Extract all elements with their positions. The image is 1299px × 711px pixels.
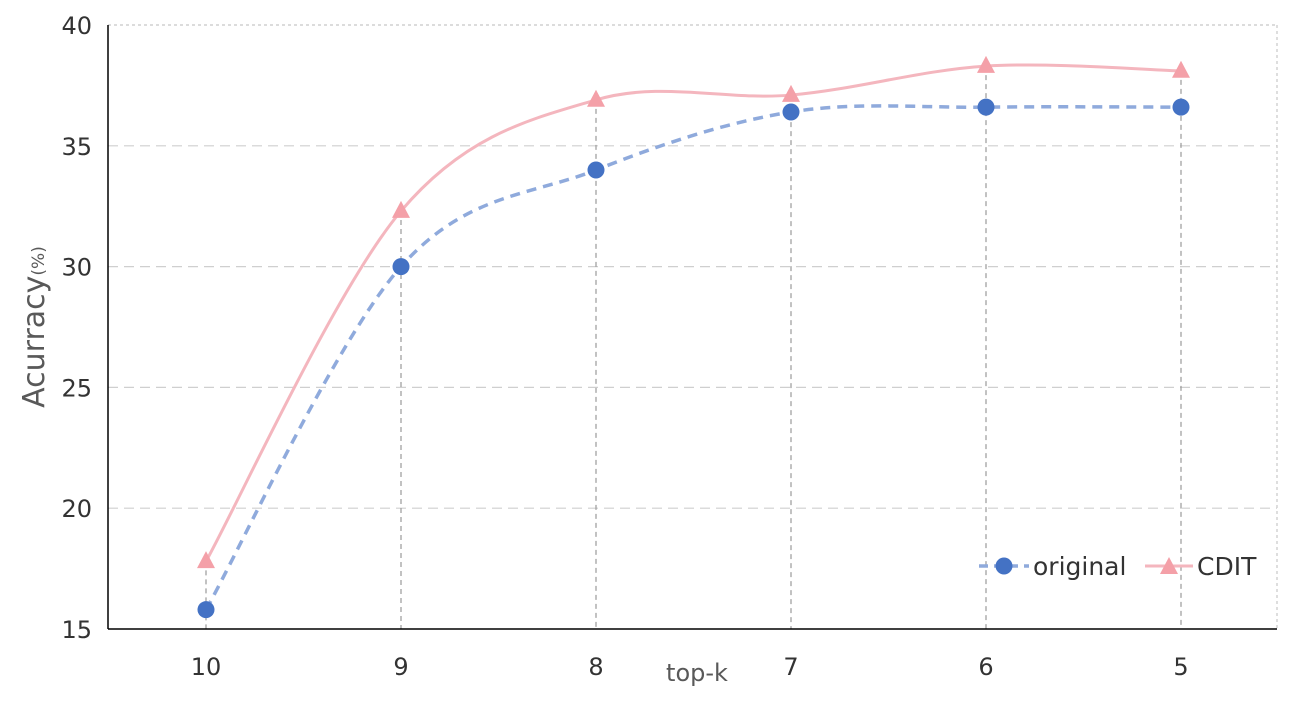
x-tick-label: 6 bbox=[978, 653, 993, 681]
series bbox=[197, 55, 1190, 619]
y-tick-label: 40 bbox=[61, 12, 92, 40]
legend-cdit-label: CDIT bbox=[1197, 552, 1257, 581]
legend-item-cdit: CDIT bbox=[1145, 552, 1257, 581]
legend-original-label: original bbox=[1033, 552, 1126, 581]
series-line-original bbox=[204, 104, 1182, 611]
x-tick-label: 9 bbox=[393, 653, 408, 681]
x-tick-label: 7 bbox=[783, 653, 798, 681]
y-tick-label: 20 bbox=[61, 495, 92, 523]
legend: original CDIT bbox=[979, 552, 1257, 581]
legend-item-original: original bbox=[979, 552, 1126, 581]
data-point bbox=[197, 551, 215, 569]
x-axis-title: top-k bbox=[666, 659, 728, 687]
series-line-cdit bbox=[204, 63, 1182, 563]
y-axis-title-unit: (%) bbox=[29, 246, 49, 275]
gridlines bbox=[108, 24, 1278, 629]
data-point bbox=[782, 84, 800, 102]
data-point bbox=[977, 98, 995, 116]
data-point bbox=[1172, 98, 1190, 116]
legend-cdit-marker bbox=[1160, 557, 1178, 574]
y-axis-title: Acurracy(%) bbox=[17, 246, 52, 408]
series-cdit bbox=[197, 55, 1190, 569]
tick-labels: 15 20 25 30 35 40 10 9 8 7 6 5 bbox=[61, 12, 1188, 681]
data-point bbox=[392, 258, 410, 276]
axes bbox=[107, 25, 1277, 630]
y-tick-label: 25 bbox=[61, 374, 92, 402]
x-tick-label: 5 bbox=[1173, 653, 1188, 681]
y-axis-title-main: Acurracy bbox=[17, 276, 52, 408]
data-point bbox=[392, 200, 410, 218]
data-point bbox=[197, 601, 215, 619]
data-point bbox=[1172, 60, 1190, 78]
legend-original-marker bbox=[995, 557, 1013, 575]
y-tick-label: 35 bbox=[61, 133, 92, 161]
series-original bbox=[197, 98, 1190, 619]
y-tick-label: 30 bbox=[61, 254, 92, 282]
data-point bbox=[782, 103, 800, 121]
data-point bbox=[587, 161, 605, 179]
data-point bbox=[977, 55, 995, 73]
x-tick-label: 10 bbox=[191, 653, 222, 681]
data-point bbox=[587, 89, 605, 107]
y-tick-label: 15 bbox=[61, 616, 92, 644]
x-tick-label: 8 bbox=[588, 653, 603, 681]
